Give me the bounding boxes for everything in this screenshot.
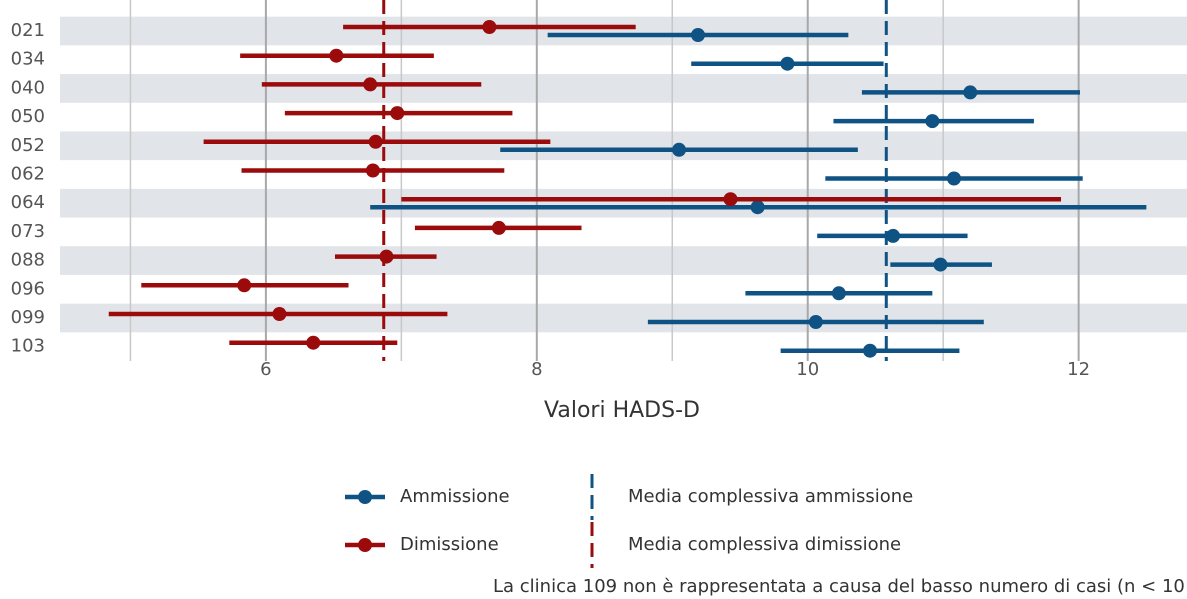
point [808,315,823,329]
row-band [60,131,1187,161]
point [723,192,738,207]
row-band [60,188,1187,218]
legend-label: Media complessiva ammissione [628,486,913,507]
y-tick-label: 050 [11,106,45,127]
point [933,257,948,272]
point [863,343,878,358]
point [390,106,405,121]
point [947,171,962,186]
point [379,249,394,264]
legend-dot [358,538,372,552]
legend-label: Dimissione [400,534,499,555]
point [963,85,978,100]
legend-label: Media complessiva dimissione [628,534,901,555]
point [237,278,252,293]
row-band [60,246,1187,275]
legend-dot [358,490,372,504]
legend-label: Ammissione [400,486,510,507]
y-tick-label: 062 [11,164,45,185]
point [368,134,383,149]
point [925,114,940,129]
x-tick-label: 10 [796,359,819,380]
row-band [60,303,1187,333]
point [272,307,287,321]
row-band [60,74,1187,103]
x-tick-label: 6 [260,359,271,380]
point [691,28,706,42]
point [482,20,497,34]
point [306,335,321,350]
y-tick-label: 103 [11,336,45,357]
x-tick-label: 8 [531,359,542,380]
point [491,220,506,235]
x-axis-title: Valori HADS-D [544,398,700,423]
point [672,142,687,157]
y-tick-label: 099 [11,307,45,328]
point [750,200,765,215]
y-tick-label: 052 [11,135,45,156]
y-tick-label: 034 [11,49,45,70]
note: La clinica 109 non è rappresentata a cau… [493,576,1185,597]
x-tick-label: 12 [1067,359,1090,380]
y-tick-label: 021 [11,20,45,41]
point [329,48,344,63]
point [365,163,380,178]
row-band [60,16,1187,46]
point [363,77,378,92]
y-tick-label: 096 [11,278,45,299]
y-tick-label: 040 [11,77,45,98]
y-tick-label: 064 [11,192,45,213]
y-tick-label: 088 [11,250,45,271]
point [886,228,901,243]
y-tick-label: 073 [11,221,45,242]
point [831,286,846,301]
point [780,56,795,71]
